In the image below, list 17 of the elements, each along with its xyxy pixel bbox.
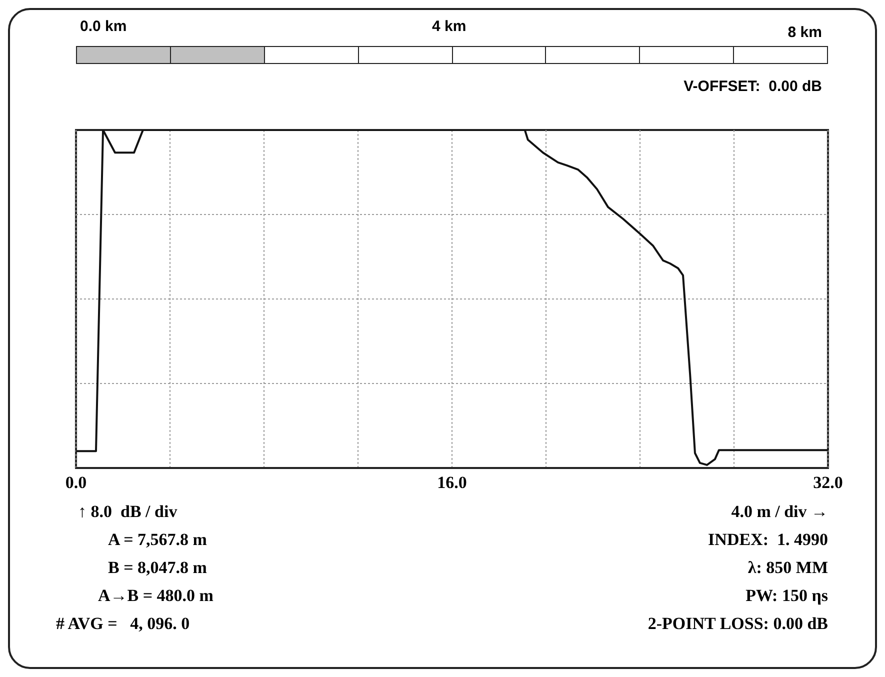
text: 2-POINT LOSS: 0.00 dB <box>648 614 828 634</box>
x-tick-label: 0.0 <box>65 473 87 492</box>
text: λ: 850 MM <box>748 558 828 578</box>
text: ↑ 8.0 dB / div <box>78 502 178 522</box>
text: 0.0 km <box>80 18 127 35</box>
text: 4 km <box>432 18 466 35</box>
text: INDEX: 1. 4990 <box>708 530 828 550</box>
text: 8 km <box>788 24 822 41</box>
text: 4.0 m / div → <box>731 502 828 522</box>
text: A = 7,567.8 m <box>108 530 207 550</box>
text: V-OFFSET: 0.00 dB <box>684 78 822 95</box>
text: # AVG = 4, 096. 0 <box>56 614 190 634</box>
text: B = 8,047.8 m <box>108 558 207 578</box>
text: PW: 150 ηs <box>746 586 828 606</box>
text: A→B = 480.0 m <box>98 586 214 606</box>
x-tick-label: 32.0 <box>813 473 843 492</box>
x-tick-label: 16.0 <box>437 473 467 492</box>
